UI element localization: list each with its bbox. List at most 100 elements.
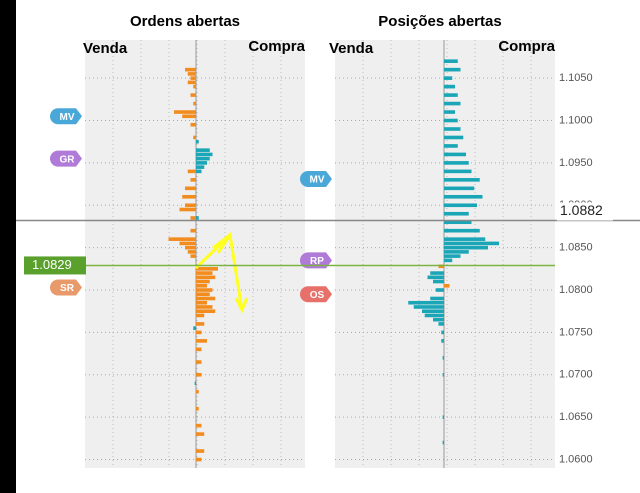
bar — [196, 161, 207, 165]
bar — [185, 67, 196, 72]
panel-title: Posições abertas — [378, 13, 501, 30]
bar — [179, 207, 196, 212]
bar — [444, 161, 469, 165]
bar — [196, 165, 205, 169]
bar — [444, 101, 461, 106]
bar — [444, 258, 453, 263]
bar — [444, 194, 483, 199]
bar — [438, 322, 444, 326]
bar — [430, 296, 444, 301]
bar — [194, 381, 196, 386]
bar — [438, 264, 444, 269]
marker-label: SR — [60, 283, 75, 294]
bar — [185, 245, 196, 250]
bar — [196, 372, 202, 377]
bar — [193, 326, 196, 330]
bar — [196, 275, 216, 280]
bar — [196, 279, 210, 284]
bar — [444, 203, 477, 208]
y-tick-label: 1.0600 — [559, 453, 593, 465]
bar — [196, 449, 205, 453]
bar — [444, 76, 453, 80]
bar — [427, 275, 444, 280]
bar — [196, 406, 199, 411]
right-label: Compra — [498, 38, 555, 55]
right-label: Compra — [248, 38, 305, 55]
bar — [444, 169, 472, 174]
y-tick-label: 1.0800 — [559, 284, 593, 296]
bar — [196, 313, 205, 318]
bar — [196, 339, 207, 343]
bar — [444, 178, 480, 182]
bar — [444, 283, 450, 288]
bar — [179, 241, 196, 246]
bar — [196, 148, 210, 152]
bar — [196, 216, 199, 220]
bar — [441, 330, 444, 335]
bar — [196, 347, 202, 352]
bar — [196, 152, 213, 157]
bar — [433, 279, 444, 284]
bar — [190, 122, 196, 127]
bar — [433, 317, 444, 322]
bar — [190, 216, 196, 220]
bar — [185, 186, 196, 191]
marker — [300, 286, 332, 303]
bar — [444, 254, 461, 258]
current-price-label: 1.0882 — [560, 202, 603, 218]
marker-label: MV — [310, 175, 325, 186]
bar — [196, 360, 202, 364]
bar — [193, 101, 196, 106]
bar — [187, 250, 196, 254]
y-tick-label: 1.0950 — [559, 157, 593, 169]
bar — [196, 267, 218, 271]
bar — [444, 93, 458, 97]
bar — [441, 339, 444, 343]
arrow-head — [234, 297, 249, 314]
bar — [196, 296, 216, 301]
marker — [300, 252, 332, 269]
bar — [444, 186, 475, 191]
bar — [187, 80, 196, 85]
bar — [413, 305, 444, 309]
bar — [444, 220, 472, 225]
bar — [430, 271, 444, 275]
bar — [444, 135, 464, 140]
y-tick-label: 1.0850 — [559, 242, 593, 254]
y-tick-label: 1.0650 — [559, 411, 593, 423]
bar — [196, 283, 207, 288]
bar — [444, 241, 499, 246]
y-tick-label: 1.0700 — [559, 369, 593, 381]
bar — [190, 93, 196, 97]
bar — [196, 156, 210, 161]
bar — [196, 169, 202, 174]
bar — [442, 440, 444, 445]
bar — [182, 114, 196, 119]
marker — [50, 279, 82, 296]
bar — [424, 313, 444, 318]
bar — [190, 254, 196, 258]
bar — [193, 135, 196, 140]
marker-label: MV — [60, 112, 75, 123]
bar — [422, 309, 444, 314]
bar — [196, 432, 205, 436]
bar — [444, 127, 461, 131]
bar — [444, 67, 461, 72]
marker-label: GR — [60, 154, 76, 165]
bar — [196, 292, 210, 297]
left-label: Venda — [83, 40, 128, 57]
bar — [196, 457, 202, 462]
bar — [196, 300, 207, 305]
bar — [444, 152, 466, 157]
bar — [196, 271, 213, 275]
left-label: Venda — [329, 40, 374, 57]
bar — [196, 288, 213, 292]
bar — [444, 250, 469, 254]
bar — [444, 84, 455, 89]
bar — [168, 237, 196, 241]
bar — [196, 423, 202, 428]
bar — [185, 203, 196, 208]
bar — [444, 245, 488, 250]
